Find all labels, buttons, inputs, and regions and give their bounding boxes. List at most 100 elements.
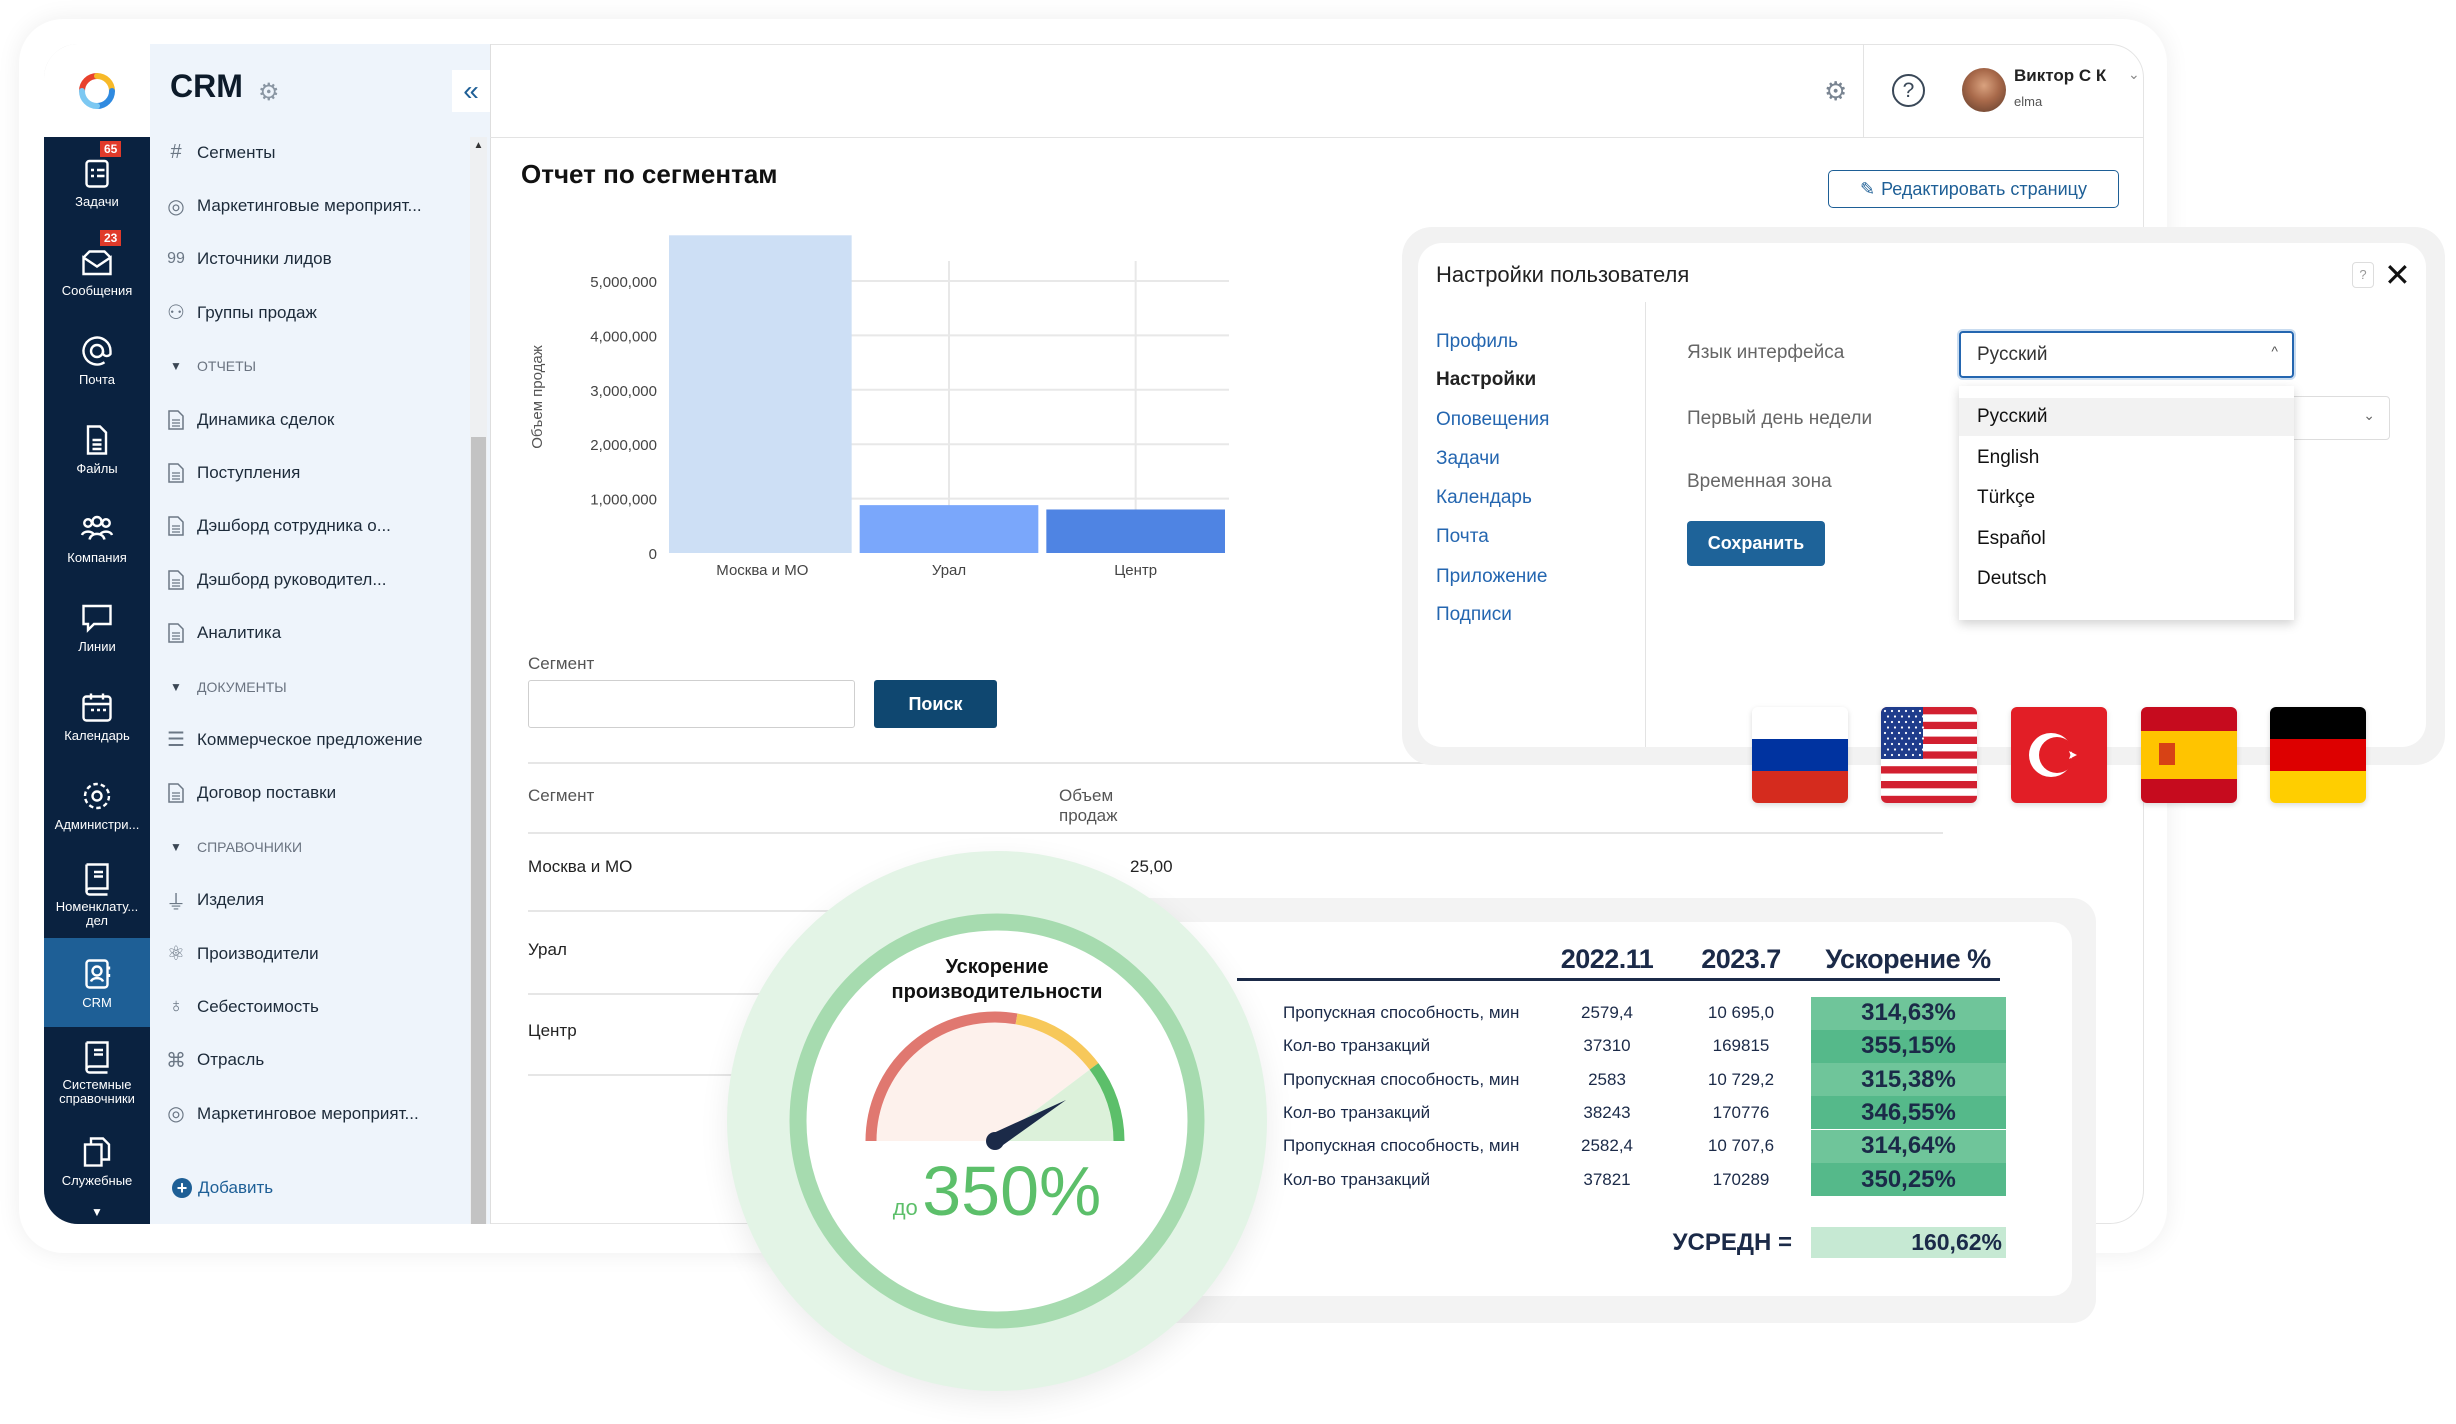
gift-icon: ⌘ [166, 1049, 186, 1072]
language-option[interactable]: Русский [1959, 398, 2294, 436]
settings-nav-item[interactable]: Подписи [1436, 604, 1512, 625]
close-icon[interactable]: ✕ [2384, 257, 2411, 293]
user-name[interactable]: Виктор С К [2014, 66, 2107, 85]
menu-item[interactable]: Поступления [150, 446, 470, 499]
menu-item[interactable]: ◎ Маркетинговые мероприят... [150, 179, 470, 232]
menu-section-header[interactable]: ▼ ДОКУМЕНТЫ [150, 660, 470, 713]
gauge-prefix: до [892, 1195, 918, 1220]
elma-logo[interactable] [44, 44, 150, 137]
menu-item-label: Отрасль [197, 1050, 265, 1070]
edit-page-label: Редактировать страницу [1881, 178, 2087, 199]
question-circle-icon[interactable]: ? [1892, 74, 1925, 107]
edit-page-button[interactable]: ✎ Редактировать страницу [1828, 170, 2119, 208]
menu-item[interactable]: ☰ Коммерческое предложение [150, 713, 470, 766]
nav-item-0[interactable]: Задачи 65 [44, 137, 150, 226]
segment-filter-label: Сегмент [528, 654, 595, 673]
nav-item-1[interactable]: Сообщения 23 [44, 226, 150, 315]
scrollbar-thumb[interactable] [471, 437, 486, 1224]
menu-item[interactable]: Дэшборд сотрудника о... [150, 500, 470, 553]
value-2022-11: 37821 [1583, 1169, 1631, 1189]
search-button[interactable]: Поиск [874, 680, 997, 728]
menu-item[interactable]: Дэшборд руководител... [150, 553, 470, 606]
caret-down-icon[interactable]: ▼ [91, 1205, 103, 1219]
gauge-title: Ускорение производительности [727, 955, 1267, 1005]
bar-1[interactable] [859, 505, 1039, 553]
book-icon [85, 862, 109, 896]
menu-item-label: Маркетинговое мероприят... [197, 1103, 419, 1123]
menu-section-header[interactable]: ▼ СПРАВОЧНИКИ [150, 820, 470, 873]
menu-item-label: Коммерческое предложение [197, 729, 423, 749]
gear-icon [83, 782, 111, 809]
menu-item[interactable]: ⏚ Изделия [150, 873, 470, 926]
nav-item-10[interactable]: Системные справочники [44, 1027, 150, 1116]
menu-item[interactable]: Аналитика [150, 607, 470, 660]
header-underline [1237, 978, 2000, 981]
nav-item-2[interactable]: Почта [44, 315, 150, 404]
double-chevron-left-icon[interactable]: « [452, 70, 490, 112]
value-2022-11: 38243 [1583, 1102, 1631, 1122]
settings-nav-item[interactable]: Задачи [1436, 448, 1500, 469]
metric-label: Пропускная способность, мин [1283, 1136, 1520, 1156]
add-label: Добавить [198, 1178, 274, 1197]
y-axis-label: Объем продаж [529, 345, 546, 449]
menu-section-header[interactable]: ▼ ОТЧЕТЫ [150, 340, 470, 393]
help-key-icon[interactable]: ? [2352, 262, 2374, 288]
value-2023-7: 10 729,2 [1707, 1069, 1775, 1089]
settings-nav-item[interactable]: Приложение [1436, 566, 1548, 587]
menu-item[interactable]: ◎ Маркетинговое мероприят... [150, 1087, 470, 1140]
segment-input[interactable] [528, 680, 855, 728]
chevron-down-icon[interactable]: ⌄ [2128, 66, 2140, 82]
field-label-first-day: Первый день недели [1687, 408, 1873, 429]
settings-nav-item[interactable]: Календарь [1436, 487, 1532, 508]
scroll-up-arrow-icon[interactable]: ▲ [473, 140, 484, 151]
menu-item-label: ОТЧЕТЫ [197, 358, 257, 375]
nav-item-3[interactable]: Файлы [44, 404, 150, 493]
gauge-arc-green [1089, 1063, 1125, 1142]
gauge-needle [991, 1100, 1067, 1148]
settings-title: Настройки пользователя [1436, 262, 1690, 287]
settings-nav-item[interactable]: Настройки [1436, 369, 1537, 390]
save-button[interactable]: Сохранить [1687, 521, 1825, 566]
speedup-percent: 350,25% [1811, 1163, 2006, 1196]
menu-item[interactable]: ⌘ Отрасль [150, 1034, 470, 1087]
nav-item-4[interactable]: Компания [44, 493, 150, 582]
nav-item-7[interactable]: Администри... [44, 760, 150, 849]
avatar[interactable] [1962, 68, 2006, 112]
menu-item[interactable]: Динамика сделок [150, 393, 470, 446]
gear-icon[interactable]: ⚙ [258, 79, 280, 106]
column-header: Объем продаж [1059, 786, 1118, 825]
menu-item[interactable]: Договор поставки [150, 767, 470, 820]
nav-item-11[interactable]: Служебные [44, 1116, 150, 1205]
menu-item[interactable]: # Сегменты [150, 126, 470, 179]
language-option[interactable]: Español [1977, 528, 2046, 549]
gear-icon[interactable]: ⚙ [1824, 76, 1848, 106]
value-2022-11: 2579,4 [1581, 1003, 1633, 1022]
divider [490, 44, 491, 1224]
bar-0[interactable] [669, 235, 852, 553]
caret-down-icon: ▼ [170, 679, 182, 694]
bar-2[interactable] [1046, 509, 1225, 553]
value-2022-11: 2582,4 [1581, 1136, 1633, 1156]
menu-item[interactable]: ⚇ Группы продаж [150, 286, 470, 339]
nav-item-8[interactable]: Номенклату... дел [44, 849, 150, 938]
menu-item[interactable]: ♁ Себестоимость [150, 980, 470, 1033]
nav-item-6[interactable]: Календарь [44, 671, 150, 760]
spain-flag-icon [2141, 707, 2237, 803]
nav-item-5[interactable]: Линии [44, 582, 150, 671]
settings-nav-item[interactable]: Профиль [1436, 331, 1519, 352]
nav-item-label: Линии [78, 638, 116, 654]
language-option[interactable]: English [1977, 447, 2040, 468]
notification-badge: 23 [100, 230, 122, 246]
language-option[interactable]: Türkçe [1977, 487, 2036, 508]
settings-nav-item[interactable]: Почта [1436, 526, 1489, 547]
menu-item[interactable]: 99 Источники лидов [150, 233, 470, 286]
language-option[interactable]: Deutsch [1977, 568, 2047, 589]
column-header: Ускорение % [1825, 944, 1991, 974]
gauge-fill-low [876, 1022, 1091, 1141]
nav-item-label: Номенклату... дел [55, 898, 139, 928]
language-select[interactable]: Русский ^ [1959, 331, 2294, 378]
settings-nav-item[interactable]: Оповещения [1436, 409, 1550, 430]
menu-item[interactable]: ⚛ Производители [150, 927, 470, 980]
nav-item-9[interactable]: CRM [44, 938, 150, 1027]
add-button[interactable]: + Добавить [172, 1178, 273, 1198]
